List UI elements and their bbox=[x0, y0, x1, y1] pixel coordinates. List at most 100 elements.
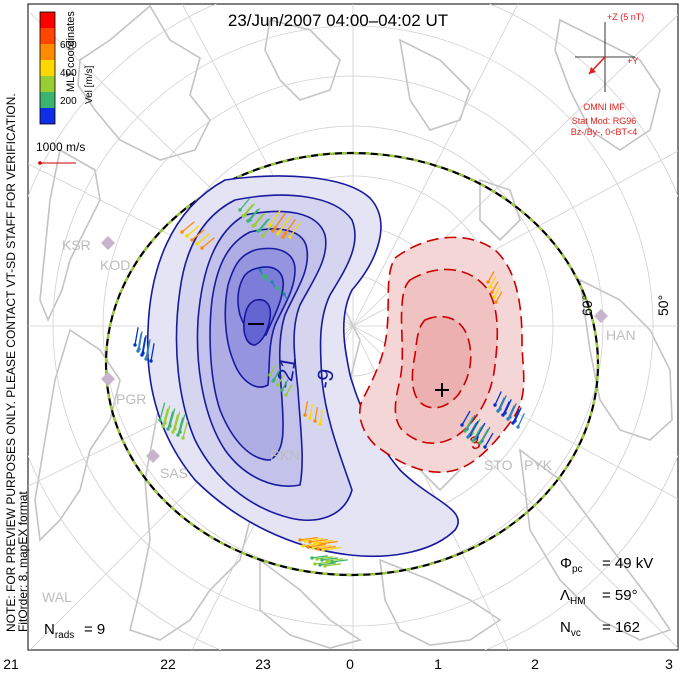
velocity-vector bbox=[321, 557, 338, 561]
velocity-vector bbox=[471, 418, 481, 434]
velocity-vector-origin bbox=[180, 230, 184, 234]
station-sto: STO bbox=[484, 457, 513, 473]
velocity-vector bbox=[141, 337, 146, 356]
velocity-vector-origin bbox=[318, 563, 322, 567]
velocity-vector-origin bbox=[483, 445, 487, 449]
velocity-vector bbox=[145, 341, 150, 360]
velocity-vector bbox=[281, 379, 289, 391]
velocity-vector bbox=[239, 198, 251, 211]
velocity-vector bbox=[249, 208, 261, 221]
velocity-vector-origin bbox=[264, 274, 268, 278]
velocity-vector-origin bbox=[241, 214, 245, 218]
hm-value: = 59° bbox=[602, 587, 638, 604]
velocity-vector bbox=[464, 416, 474, 432]
preview-note: NOTE: FOR PREVIEW PURPOSES ONLY. PLEASE … bbox=[4, 93, 18, 632]
velocity-vector-origin bbox=[306, 545, 310, 549]
velocity-vector-origin bbox=[258, 268, 262, 272]
velocity-vector-origin bbox=[256, 229, 260, 233]
velocity-vector bbox=[262, 224, 274, 237]
velocity-vector-origin bbox=[494, 300, 498, 304]
velocity-vector-origin bbox=[323, 564, 327, 568]
velocity-vector-origin bbox=[136, 349, 140, 353]
colorbar-label: Vel [m/s] bbox=[84, 65, 95, 104]
velocity-vector bbox=[181, 221, 195, 233]
velocity-vector bbox=[314, 539, 333, 544]
velocity-vector-origin bbox=[246, 219, 250, 223]
velocity-vector bbox=[311, 555, 328, 559]
velocity-vector-origin bbox=[200, 246, 204, 250]
velocity-vectors bbox=[133, 198, 525, 568]
velocity-vector bbox=[316, 556, 333, 560]
velocity-vector-origin bbox=[516, 425, 520, 429]
velocity-vector bbox=[507, 405, 515, 420]
velocity-vector bbox=[474, 424, 484, 440]
station-han: HAN bbox=[606, 327, 636, 343]
velocity-vector bbox=[169, 408, 176, 427]
velocity-vector bbox=[487, 271, 495, 283]
velocity-vector bbox=[201, 237, 215, 249]
velocity-vector bbox=[177, 417, 184, 436]
velocity-vector bbox=[472, 426, 482, 442]
velocity-vector bbox=[495, 291, 503, 303]
velocity-vector-origin bbox=[463, 429, 467, 433]
velocity-vector-origin bbox=[313, 562, 317, 566]
velocity-vector-origin bbox=[501, 413, 505, 417]
velocity-vector bbox=[494, 391, 502, 406]
velocity-vector bbox=[304, 537, 323, 542]
velocity-vector-origin bbox=[271, 229, 275, 233]
station-pgr: PGR bbox=[116, 391, 146, 407]
velocity-vector-origin bbox=[284, 393, 288, 397]
velocity-vector-origin bbox=[288, 235, 292, 239]
velocity-vector-origin bbox=[506, 417, 510, 421]
map-title: 23/Jun/2007 04:00–04:02 UT bbox=[228, 11, 448, 30]
velocity-vector bbox=[317, 545, 336, 550]
velocity-vector-origin bbox=[161, 424, 165, 428]
velocity-vector-origin bbox=[496, 409, 500, 413]
velocity-vector bbox=[167, 411, 174, 430]
imf-model: Stat Mod: RG96 bbox=[572, 116, 637, 126]
velocity-vector bbox=[467, 422, 477, 438]
imf-source: OMNI IMF bbox=[583, 102, 625, 112]
velocity-vector bbox=[299, 536, 318, 541]
velocity-vector bbox=[186, 225, 200, 237]
velocity-vector-origin bbox=[268, 373, 272, 377]
station-kod: KOD bbox=[100, 257, 130, 273]
coord-system-label: MLT coordinates bbox=[65, 11, 77, 92]
station-sas: SAS bbox=[160, 465, 188, 481]
velocity-vector bbox=[277, 218, 289, 235]
velocity-vector-origin bbox=[303, 539, 307, 543]
velocity-vector-origin bbox=[282, 292, 286, 296]
velocity-vector-origin bbox=[133, 343, 137, 347]
velocity-vector bbox=[517, 413, 525, 428]
velocity-vector bbox=[312, 544, 331, 549]
velocity-vector-origin bbox=[488, 285, 492, 289]
velocity-vector bbox=[331, 559, 348, 563]
velocity-vector bbox=[302, 542, 321, 547]
velocity-vector bbox=[514, 407, 522, 422]
contour-label-3: 3 bbox=[468, 432, 483, 454]
velocity-vector-origin bbox=[310, 556, 314, 560]
velocity-vector-origin bbox=[190, 238, 194, 242]
velocity-vector bbox=[272, 370, 280, 382]
velocity-vector bbox=[137, 333, 142, 352]
velocity-vector bbox=[134, 327, 139, 346]
velocity-vector bbox=[277, 374, 285, 386]
radar-stations bbox=[101, 236, 608, 463]
velocity-vector-origin bbox=[320, 558, 324, 562]
velocity-vector bbox=[319, 562, 336, 566]
potential-max-marker bbox=[435, 383, 449, 397]
velocity-vector bbox=[196, 233, 210, 245]
velocity-vector-origin bbox=[144, 357, 148, 361]
negative-convection-cell bbox=[146, 175, 459, 558]
velocity-vector-origin bbox=[318, 422, 322, 426]
contour-label-neg9: -9 bbox=[311, 367, 339, 391]
velocity-vector bbox=[150, 343, 155, 362]
colorbar-tick-400: 400 bbox=[60, 68, 77, 79]
imf-y-label: +Y bbox=[627, 56, 638, 66]
velocity-vector bbox=[319, 410, 324, 425]
velocity-vector bbox=[244, 203, 256, 216]
velocity-vector bbox=[269, 209, 281, 226]
velocity-vector bbox=[502, 401, 510, 416]
mlt-label-21: 21 bbox=[3, 656, 19, 672]
velocity-vector-origin bbox=[321, 548, 325, 552]
